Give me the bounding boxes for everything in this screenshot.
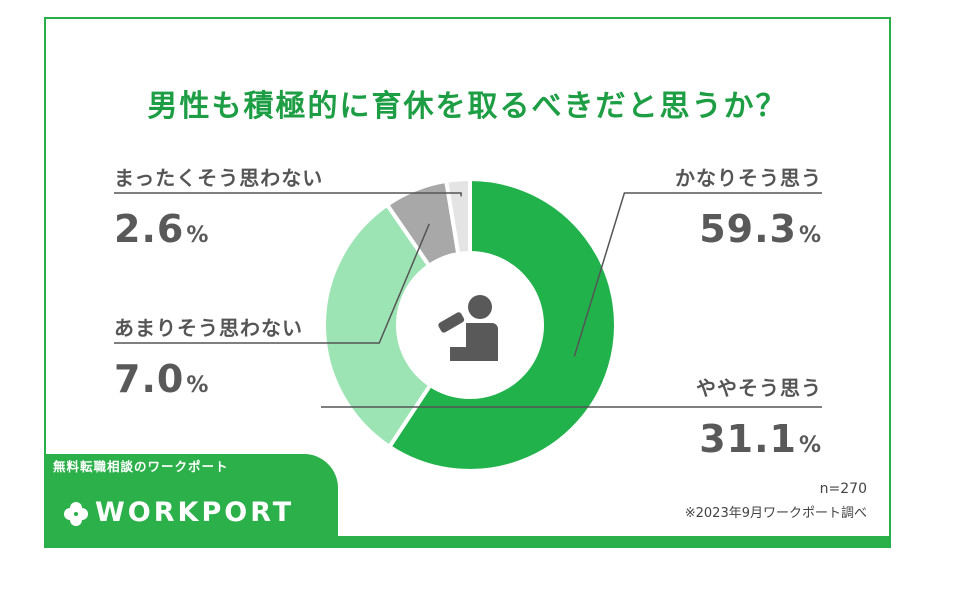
brand-logo-panel[interactable]: [46, 454, 338, 546]
value-somewhat-agree: 31.1%: [699, 417, 822, 461]
leader-strongly-disagree: [114, 192, 462, 197]
slice-strongly-disagree: [443, 176, 472, 257]
sample-size: n=270: [819, 481, 867, 497]
slice-strongly-agree: [386, 176, 618, 473]
label-somewhat-disagree: あまりそう思わない: [114, 316, 303, 340]
leader-strongly-agree: [573, 192, 822, 357]
clover-icon: [64, 502, 88, 526]
leader-somewhat-disagree: [114, 223, 430, 344]
label-strongly-agree: かなりそう思う: [675, 166, 822, 190]
value-strongly-disagree: 2.6%: [114, 207, 210, 251]
parent-bottle-feeding-icon: [438, 295, 498, 361]
slice-somewhat-agree: [322, 201, 434, 450]
value-strongly-agree: 59.3%: [699, 207, 822, 251]
source-note: ※2023年9月ワークポート調べ: [684, 506, 867, 521]
value-somewhat-disagree: 7.0%: [114, 357, 210, 401]
chart-title: 男性も積極的に育休を取るべきだと思うか？: [147, 89, 788, 124]
brand-wordmark: WORKPORT: [95, 497, 295, 528]
brand-tagline: 無料転職相談のワークポート: [53, 459, 229, 474]
donut-chart: [114, 176, 822, 473]
label-strongly-disagree: まったくそう思わない: [114, 166, 324, 190]
infographic-card: 男性も積極的に育休を取るべきだと思うか？ まったくそう思わない 2.6% あまり…: [44, 17, 891, 548]
label-somewhat-agree: ややそう思う: [696, 376, 822, 400]
footer-band: [46, 536, 889, 546]
